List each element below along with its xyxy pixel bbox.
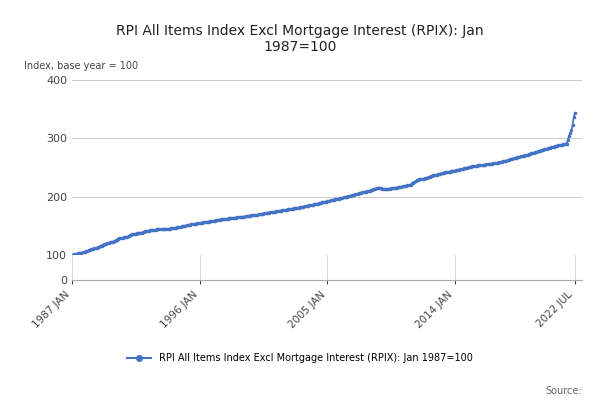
Text: RPI All Items Index Excl Mortgage Interest (RPIX): Jan
1987=100: RPI All Items Index Excl Mortgage Intere… xyxy=(116,24,484,54)
Legend: RPI All Items Index Excl Mortgage Interest (RPIX): Jan 1987=100: RPI All Items Index Excl Mortgage Intere… xyxy=(123,349,477,367)
Text: Source:: Source: xyxy=(545,386,582,396)
Text: Index, base year = 100: Index, base year = 100 xyxy=(23,61,137,71)
